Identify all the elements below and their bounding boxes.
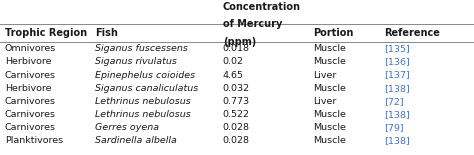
Text: [138]: [138] (384, 110, 410, 119)
Text: Siganus fuscessens: Siganus fuscessens (95, 44, 188, 53)
Text: Planktivores: Planktivores (5, 136, 63, 145)
Text: Liver: Liver (313, 71, 336, 80)
Text: [138]: [138] (384, 84, 410, 93)
Text: Gerres oyena: Gerres oyena (95, 123, 159, 132)
Text: 0.018: 0.018 (223, 44, 250, 53)
Text: Herbivore: Herbivore (5, 84, 51, 93)
Text: [138]: [138] (384, 136, 410, 145)
Text: Carnivores: Carnivores (5, 123, 56, 132)
Text: 0.522: 0.522 (223, 110, 250, 119)
Text: Carnivores: Carnivores (5, 71, 56, 80)
Text: Herbivore: Herbivore (5, 57, 51, 66)
Text: Omnivores: Omnivores (5, 44, 56, 53)
Text: Reference: Reference (384, 28, 440, 38)
Text: Muscle: Muscle (313, 57, 346, 66)
Text: Lethrinus nebulosus: Lethrinus nebulosus (95, 97, 191, 106)
Text: Muscle: Muscle (313, 44, 346, 53)
Text: [137]: [137] (384, 71, 410, 80)
Text: Portion: Portion (313, 28, 353, 38)
Text: 0.773: 0.773 (223, 97, 250, 106)
Text: Carnivores: Carnivores (5, 110, 56, 119)
Text: of Mercury: of Mercury (223, 19, 282, 29)
Text: Muscle: Muscle (313, 123, 346, 132)
Text: Fish: Fish (95, 28, 118, 38)
Text: 0.028: 0.028 (223, 136, 250, 145)
Text: [79]: [79] (384, 123, 403, 132)
Text: 0.02: 0.02 (223, 57, 244, 66)
Text: 4.65: 4.65 (223, 71, 244, 80)
Text: Muscle: Muscle (313, 84, 346, 93)
Text: Sardinella albella: Sardinella albella (95, 136, 177, 145)
Text: Siganus rivulatus: Siganus rivulatus (95, 57, 177, 66)
Text: Trophic Region: Trophic Region (5, 28, 87, 38)
Text: Epinephelus coioides: Epinephelus coioides (95, 71, 195, 80)
Text: Muscle: Muscle (313, 136, 346, 145)
Text: [135]: [135] (384, 44, 410, 53)
Text: Concentration: Concentration (223, 2, 301, 12)
Text: [136]: [136] (384, 57, 410, 66)
Text: Liver: Liver (313, 97, 336, 106)
Text: [72]: [72] (384, 97, 403, 106)
Text: Muscle: Muscle (313, 110, 346, 119)
Text: (ppm): (ppm) (223, 37, 256, 47)
Text: Siganus canaliculatus: Siganus canaliculatus (95, 84, 198, 93)
Text: Carnivores: Carnivores (5, 97, 56, 106)
Text: Lethrinus nebulosus: Lethrinus nebulosus (95, 110, 191, 119)
Text: 0.028: 0.028 (223, 123, 250, 132)
Text: 0.032: 0.032 (223, 84, 250, 93)
